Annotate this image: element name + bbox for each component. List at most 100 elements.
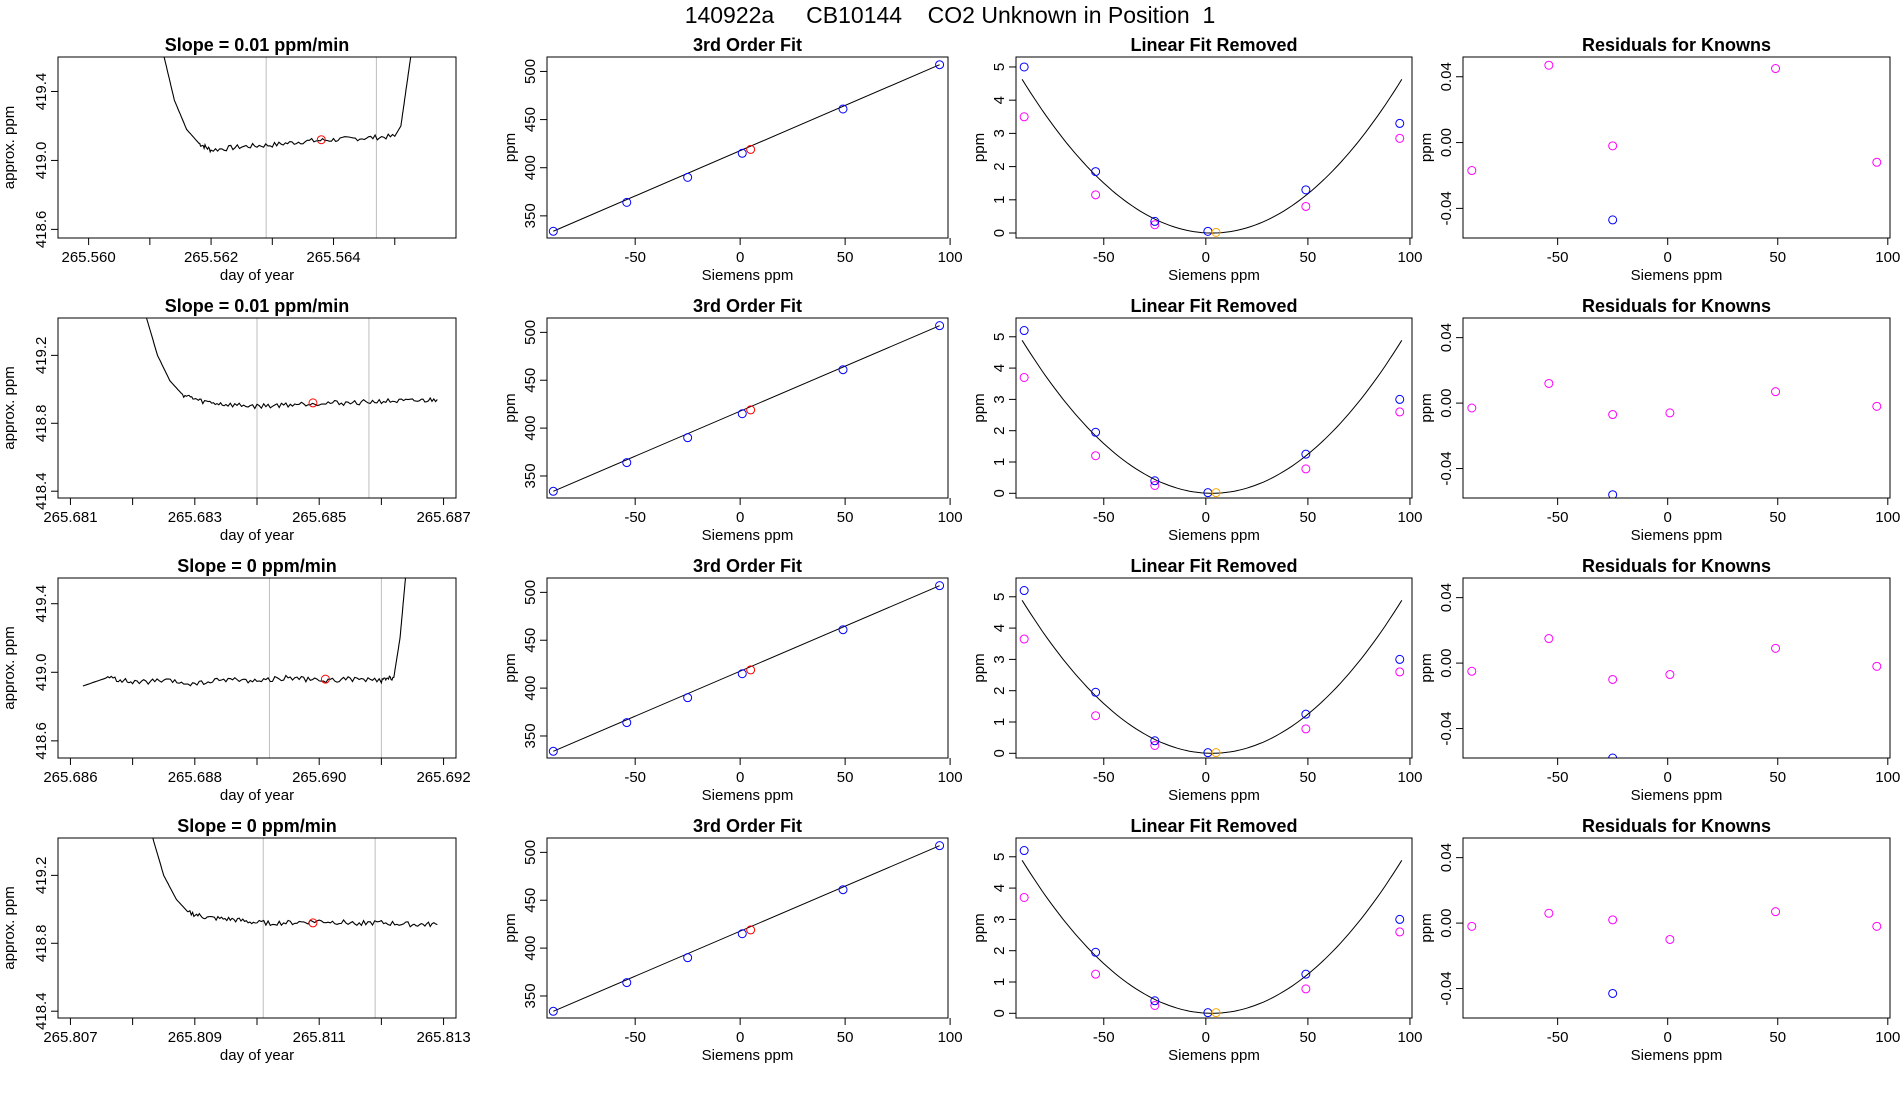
y-tick-label: 5 [991,333,1008,341]
x-tick-label: 50 [837,1029,854,1046]
panel-title: Linear Fit Removed [1130,35,1297,55]
x-tick-label: -50 [1093,769,1115,786]
data-trace [152,838,438,928]
panel-title: 3rd Order Fit [693,816,802,836]
y-tick-label: 450 [522,107,539,132]
plot-area [548,581,945,756]
blue-point [737,409,747,419]
x-tick-label: 265.688 [168,769,222,786]
x-axis: -50 0 50 100 Siemens ppm [1547,238,1900,284]
y-tick-label: 2 [991,162,1008,170]
panel-title: Slope = 0 ppm/min [177,816,337,836]
y-tick-label: 400 [522,416,539,441]
panel-title: 3rd Order Fit [693,296,802,316]
y-axis-label: ppm [502,913,519,942]
blue-point [683,433,693,443]
data-trace [145,318,438,410]
magenta-point [1301,984,1311,994]
y-tick-label: 418.4 [33,472,50,510]
plot-area [548,60,945,236]
y-tick-label: -0.04 [1438,971,1455,1005]
blue-point [1150,216,1160,226]
y-tick-label: 419.2 [33,857,50,895]
x-axis-label: Siemens ppm [1168,527,1260,544]
blue-point [737,929,747,939]
blue-point [548,746,558,756]
x-axis: -50 0 50 100 Siemens ppm [624,498,963,544]
x-tick-label: -50 [624,249,646,266]
x-tick-label: 50 [1769,1029,1786,1046]
x-axis: 265.681 265.683 265.685 265.687 day of year [43,498,471,544]
y-tick-label: 1 [991,458,1008,466]
plot-area [1467,907,1882,998]
magenta-point [1395,667,1405,677]
y-axis-label: approx. ppm [1,626,18,709]
x-tick-label: 0 [736,1029,744,1046]
y-tick-label: 418.6 [33,722,50,760]
y-tick-label: -0.04 [1438,191,1455,225]
y-tick-label: 419.2 [33,337,50,375]
panel-title: 3rd Order Fit [693,556,802,576]
y-axis: -0.04 0.00 0.04 ppm [1418,323,1463,486]
y-axis: 350 400 450 500 ppm [502,840,547,1008]
y-tick-label: 5 [991,853,1008,861]
plot-area [1467,634,1882,758]
magenta-point [1150,1000,1160,1010]
y-tick-label: 419.0 [33,142,50,180]
blue-point [622,197,632,207]
magenta-point [1091,190,1101,200]
y-tick-label: 0 [991,749,1008,757]
y-tick-label: 418.6 [33,211,50,249]
x-tick-label: 265.681 [43,509,97,526]
data-trace [82,578,407,687]
blue-point [1019,586,1029,596]
y-axis: -0.04 0.00 0.04 ppm [1418,62,1463,225]
x-tick-label: 100 [938,509,963,526]
x-axis-label: day of year [220,527,294,544]
y-tick-label: 418.8 [33,405,50,443]
y-tick-label: -0.04 [1438,711,1455,745]
y-tick-label: 0.04 [1438,583,1455,612]
plot-area [1467,378,1882,498]
sample-marker [316,135,326,145]
y-axis: 0 1 2 3 4 5 ppm [971,333,1016,497]
x-tick-label: 265.809 [168,1029,222,1046]
y-tick-label: 1 [991,718,1008,726]
x-axis-label: Siemens ppm [702,267,794,284]
blue-point [1395,118,1405,128]
magenta-point [1019,634,1029,644]
x-tick-label: 0 [736,249,744,266]
x-tick-label: 265.685 [292,509,346,526]
fit-curve [1021,600,1403,754]
blue-point [548,1006,558,1016]
x-axis-label: day of year [220,787,294,804]
x-tick-label: 265.686 [43,769,97,786]
x-tick-label: 100 [1875,249,1900,266]
x-tick-label: -50 [1547,769,1569,786]
x-tick-label: 265.562 [184,249,238,266]
blue-point [1091,167,1101,177]
plot-frame [546,837,949,1019]
x-tick-label: -50 [1093,509,1115,526]
magenta-point [1019,372,1029,382]
panel-title: Linear Fit Removed [1130,816,1297,836]
y-axis: -0.04 0.00 0.04 ppm [1418,583,1463,746]
x-tick-label: -50 [1547,1029,1569,1046]
y-axis: -0.04 0.00 0.04 ppm [1418,843,1463,1006]
x-tick-label: 0 [1202,1029,1210,1046]
x-tick-label: 265.690 [292,769,346,786]
x-tick-label: 0 [736,509,744,526]
plot-frame [1462,317,1891,499]
blue-point [683,953,693,963]
sample-marker [308,918,318,928]
plot-area [1019,62,1405,237]
magenta-point [1608,915,1618,925]
x-axis: -50 0 50 100 Siemens ppm [624,1018,963,1064]
x-tick-label: -50 [1093,249,1115,266]
blue-point [1203,226,1213,236]
magenta-point [1665,934,1675,944]
y-tick-label: -0.04 [1438,451,1455,485]
